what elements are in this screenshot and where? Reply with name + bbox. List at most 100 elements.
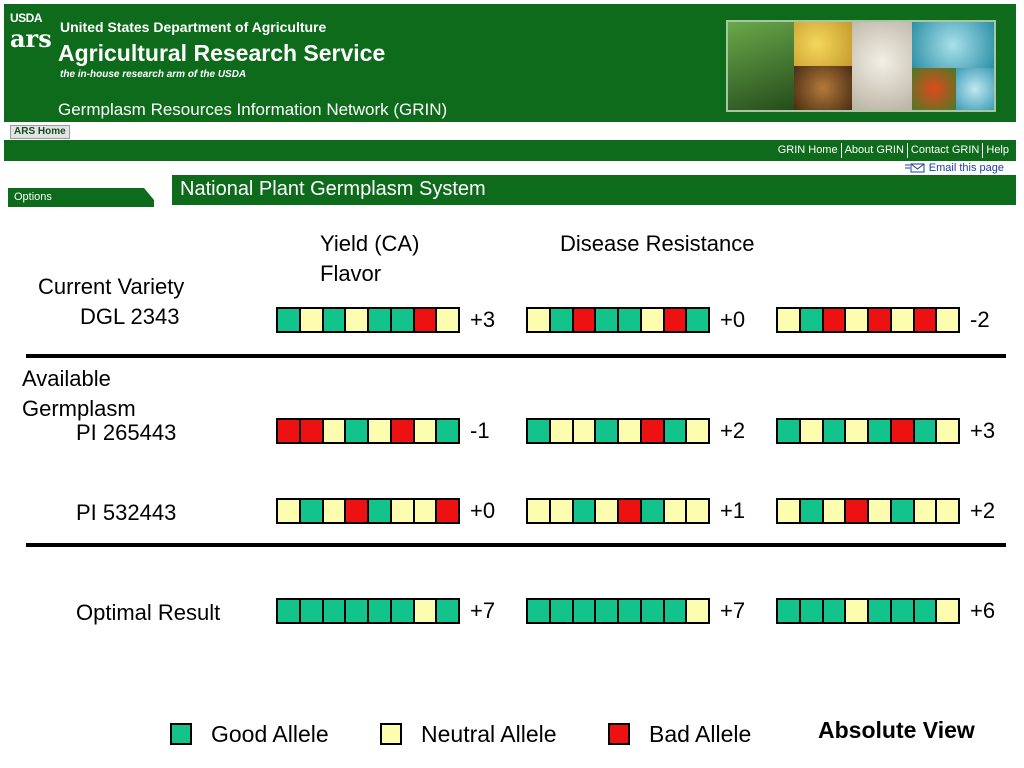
allele-cell-good bbox=[278, 309, 301, 331]
allele-cell-good bbox=[369, 309, 392, 331]
allele-cell-good bbox=[323, 309, 347, 331]
allele-cell-good bbox=[823, 420, 847, 442]
allele-cell-neutral bbox=[528, 309, 551, 331]
allele-cell-good bbox=[437, 420, 458, 442]
allele-cell-bad bbox=[823, 309, 847, 331]
allele-cell-bad bbox=[914, 309, 938, 331]
allele-cell-good bbox=[891, 500, 915, 522]
score-disease-resistance: +2 bbox=[970, 498, 996, 523]
allele-cell-good bbox=[664, 420, 688, 442]
options-tab[interactable]: Options bbox=[8, 188, 154, 207]
allele-cell-neutral bbox=[800, 420, 824, 442]
score-yield: +0 bbox=[470, 498, 496, 523]
ars-home-bar: ARS Home bbox=[4, 122, 1016, 140]
allele-bar-flavor bbox=[526, 598, 710, 624]
allele-cell-good bbox=[323, 600, 347, 622]
allele-cell-neutral bbox=[778, 309, 801, 331]
col-head-flavor: Flavor bbox=[320, 261, 382, 286]
nav-link-grin-home[interactable]: GRIN Home bbox=[777, 144, 838, 156]
allele-cell-good bbox=[778, 600, 801, 622]
allele-cell-neutral bbox=[550, 500, 574, 522]
logo-usda-text: USDA bbox=[10, 11, 43, 25]
allele-cell-neutral bbox=[891, 309, 915, 331]
allele-cell-bad bbox=[346, 500, 369, 522]
allele-cell-good bbox=[391, 600, 415, 622]
score-yield: +3 bbox=[470, 307, 496, 332]
allele-cell-good bbox=[891, 600, 915, 622]
row-label: Optimal Result bbox=[76, 600, 221, 625]
allele-cell-neutral bbox=[369, 420, 392, 442]
allele-cell-neutral bbox=[846, 309, 869, 331]
allele-cell-neutral bbox=[641, 309, 665, 331]
allele-cell-good bbox=[528, 420, 551, 442]
legend-label-neutral: Neutral Allele bbox=[421, 721, 557, 747]
available-germplasm-label-line1: Available bbox=[22, 366, 111, 391]
ars-home-link[interactable]: ARS Home bbox=[10, 125, 70, 139]
allele-cell-good bbox=[550, 600, 574, 622]
allele-cell-good bbox=[437, 600, 458, 622]
allele-bar-flavor bbox=[526, 498, 710, 524]
npgs-banner: National Plant Germplasm System bbox=[172, 175, 1016, 205]
allele-cell-neutral bbox=[937, 500, 958, 522]
allele-cell-good bbox=[778, 420, 801, 442]
allele-cell-good bbox=[573, 600, 597, 622]
allele-cell-neutral bbox=[937, 309, 958, 331]
allele-cell-bad bbox=[300, 420, 324, 442]
allele-bar-disease-resistance bbox=[776, 307, 960, 333]
allele-bar-disease-resistance bbox=[776, 418, 960, 444]
divider-top bbox=[26, 354, 1006, 358]
allele-cell-neutral bbox=[869, 500, 892, 522]
department-name: United States Department of Agriculture bbox=[60, 19, 327, 35]
allele-cell-bad bbox=[414, 309, 438, 331]
allele-cell-good bbox=[800, 309, 824, 331]
allele-cell-good bbox=[300, 500, 324, 522]
view-title: Absolute View bbox=[818, 717, 975, 743]
allele-cell-bad bbox=[869, 309, 892, 331]
allele-cell-good bbox=[596, 309, 619, 331]
nav-link-help[interactable]: Help bbox=[982, 143, 1012, 158]
allele-cell-good bbox=[528, 600, 551, 622]
allele-cell-neutral bbox=[414, 500, 438, 522]
allele-cell-neutral bbox=[300, 309, 324, 331]
grin-title: Germplasm Resources Information Network … bbox=[58, 100, 448, 119]
allele-cell-good bbox=[800, 600, 824, 622]
allele-cell-neutral bbox=[687, 500, 708, 522]
allele-cell-neutral bbox=[391, 500, 415, 522]
allele-bar-yield bbox=[276, 418, 460, 444]
email-page-link[interactable]: Email this page bbox=[904, 162, 1004, 174]
allele-bar-yield bbox=[276, 598, 460, 624]
score-yield: -1 bbox=[470, 418, 490, 443]
allele-cell-good bbox=[641, 500, 665, 522]
allele-cell-bad bbox=[664, 309, 688, 331]
allele-cell-good bbox=[914, 600, 938, 622]
allele-cell-neutral bbox=[664, 500, 688, 522]
usda-ars-logo[interactable]: USDA ars bbox=[10, 11, 52, 68]
allele-cell-bad bbox=[278, 420, 301, 442]
allele-cell-bad bbox=[437, 500, 458, 522]
score-disease-resistance: -2 bbox=[970, 307, 990, 332]
legend-swatch-neutral bbox=[380, 723, 402, 745]
allele-cell-bad bbox=[573, 309, 597, 331]
allele-cell-bad bbox=[641, 420, 665, 442]
nav-link-about-grin[interactable]: About GRIN bbox=[840, 143, 907, 158]
allele-cell-good bbox=[300, 600, 324, 622]
options-tab-shape bbox=[8, 188, 154, 207]
allele-cell-neutral bbox=[596, 500, 619, 522]
allele-cell-neutral bbox=[846, 600, 869, 622]
allele-bar-flavor bbox=[526, 418, 710, 444]
allele-cell-neutral bbox=[346, 309, 369, 331]
allele-cell-neutral bbox=[778, 500, 801, 522]
score-yield: +7 bbox=[470, 598, 496, 623]
options-tab-label: Options bbox=[14, 191, 52, 203]
nav-link-contact-grin[interactable]: Contact GRIN bbox=[906, 143, 982, 158]
service-tagline: the in-house research arm of the USDA bbox=[60, 69, 247, 80]
col-head-yield: Yield (CA) bbox=[320, 231, 420, 256]
allele-cell-neutral bbox=[573, 420, 597, 442]
allele-cell-good bbox=[619, 600, 642, 622]
allele-cell-neutral bbox=[687, 420, 708, 442]
allele-bar-yield bbox=[276, 498, 460, 524]
allele-cell-good bbox=[687, 309, 708, 331]
allele-cell-good bbox=[596, 600, 619, 622]
score-flavor: +0 bbox=[720, 307, 746, 332]
allele-bar-flavor bbox=[526, 307, 710, 333]
